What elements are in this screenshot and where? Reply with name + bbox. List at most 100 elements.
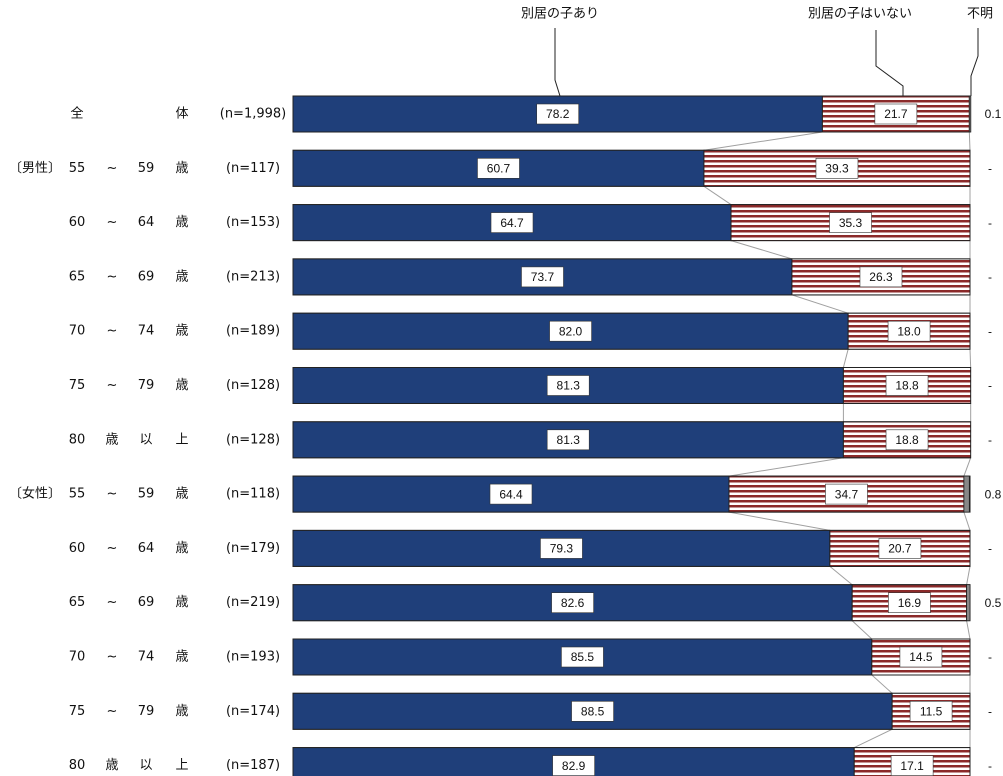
- row-age-separator: ~: [107, 269, 118, 284]
- connector-line: [703, 185, 732, 206]
- value-label-box: [546, 375, 590, 396]
- row-age-to: 74: [138, 324, 155, 339]
- value-label-box: [477, 158, 520, 179]
- row-age-to: 以: [139, 758, 152, 773]
- row-age-separator: ~: [107, 378, 118, 393]
- bar-segment-with-child: [292, 149, 705, 187]
- value-label-no-child: 11.5: [920, 704, 943, 718]
- value-label-with-child: 82.9: [562, 759, 586, 773]
- value-label-box: [540, 538, 583, 559]
- row-sample-size: (n=128): [226, 432, 280, 447]
- value-label-box: [489, 483, 533, 505]
- row-age-from: 70: [69, 650, 86, 665]
- connector-lines: [703, 131, 972, 749]
- bar-row: 60.7 39.3 -: [292, 149, 992, 187]
- row-age-to: 79: [138, 704, 155, 719]
- legend-leader-line: [554, 28, 561, 97]
- value-label-with-child: 64.7: [500, 216, 524, 230]
- value-label-box: [829, 212, 872, 233]
- row-age-to: 59: [138, 487, 155, 502]
- row-sample-size: (n=174): [226, 704, 280, 719]
- legend-label-with-child: 別居の子あり: [521, 7, 599, 22]
- row-sample-size: (n=153): [226, 215, 280, 230]
- legend: 別居の子あり 別居の子はいない 不明: [521, 7, 993, 97]
- row-sample-size: (n=128): [226, 378, 280, 393]
- value-label-box: [899, 646, 943, 668]
- row-age-separator: 歳: [105, 758, 118, 773]
- value-label-no-child: 20.7: [888, 542, 912, 556]
- legend-leader-line: [970, 28, 979, 96]
- value-label-box: [885, 375, 929, 396]
- value-label-unknown: 0.8: [985, 487, 1002, 501]
- bar-row: 64.4 34.7 0.8: [292, 475, 1002, 513]
- row-age-to: 64: [138, 215, 155, 230]
- row-age-unit: 歳: [175, 378, 188, 393]
- connector-line: [966, 620, 971, 640]
- row-age-separator: ~: [107, 324, 118, 339]
- value-label-no-child: 26.3: [869, 270, 893, 284]
- value-label-unknown: -: [988, 216, 992, 230]
- row-group-label: 〔女性〕: [9, 486, 61, 502]
- value-label-with-child: 78.2: [546, 107, 570, 121]
- value-label-box: [888, 592, 931, 614]
- bar-segment-unknown: [968, 95, 972, 133]
- bar-segment-unknown: [966, 584, 971, 622]
- connector-line: [730, 240, 793, 260]
- row-labels: 全 体 (n=1,998) 〔男性〕 55 ~59 歳 (n=117) 60 ~64 歳 (n=153…: [9, 106, 286, 774]
- row-age-to: 69: [138, 269, 155, 284]
- connector-line: [854, 728, 893, 749]
- row-age-from: 75: [69, 704, 86, 719]
- row-age-unit: 歳: [175, 269, 188, 284]
- row-age-to: 64: [138, 541, 155, 556]
- value-label-with-child: 79.3: [550, 542, 574, 556]
- row-age-from: 65: [69, 595, 86, 610]
- value-label-unknown: -: [988, 379, 992, 393]
- connector-line: [829, 566, 853, 586]
- value-label-box: [909, 700, 953, 722]
- connector-line: [791, 294, 849, 314]
- value-label-box: [490, 212, 534, 233]
- connector-line: [871, 674, 893, 694]
- connector-line: [728, 511, 830, 531]
- row-age-unit: 歳: [175, 704, 188, 719]
- row-age-to: 59: [138, 161, 155, 176]
- value-label-with-child: 81.3: [557, 433, 581, 447]
- value-label-box: [859, 266, 903, 288]
- value-label-unknown: -: [988, 542, 992, 556]
- value-label-with-child: 73.7: [531, 270, 555, 284]
- value-label-box: [885, 429, 929, 451]
- row-age-separator: ~: [107, 595, 118, 610]
- legend-leader-line: [875, 30, 904, 96]
- value-label-with-child: 82.6: [561, 596, 585, 610]
- connector-line: [968, 131, 971, 151]
- row-sample-size: (n=117): [226, 161, 280, 176]
- row-age-from: 80: [69, 432, 86, 447]
- row-sample-size: (n=189): [226, 324, 280, 339]
- row-age-from: 全: [70, 106, 83, 122]
- value-label-with-child: 85.5: [571, 650, 595, 664]
- row-age-unit: 体: [175, 107, 188, 122]
- bars: 78.2 21.7 0.160.7 39.3 -64.7 35.3 -73.7 26.3 -82…: [292, 95, 1002, 776]
- bar-row: 82.6 16.9 0.5: [292, 584, 1002, 622]
- bar-row: 73.7 26.3 -: [292, 258, 992, 296]
- value-label-with-child: 82.0: [559, 324, 583, 338]
- row-age-unit: 歳: [175, 215, 188, 230]
- row-age-from: 55: [69, 161, 86, 176]
- value-label-unknown: -: [988, 704, 992, 718]
- value-label-unknown: -: [988, 759, 992, 773]
- row-age-from: 80: [69, 758, 86, 773]
- bar-segment-no-child: [821, 95, 970, 133]
- row-age-unit: 歳: [175, 161, 188, 176]
- connector-line: [966, 566, 971, 585]
- value-label-with-child: 88.5: [581, 704, 605, 718]
- row-sample-size: (n=219): [226, 595, 280, 610]
- row-group-label: 〔男性〕: [9, 161, 61, 176]
- row-age-from: 55: [69, 487, 86, 502]
- value-label-unknown: -: [988, 433, 992, 447]
- value-label-box: [521, 266, 564, 288]
- row-age-from: 75: [69, 378, 86, 393]
- value-label-unknown: -: [988, 161, 992, 175]
- value-label-box: [825, 483, 868, 505]
- value-label-no-child: 34.7: [835, 487, 859, 501]
- row-age-separator: ~: [107, 650, 118, 665]
